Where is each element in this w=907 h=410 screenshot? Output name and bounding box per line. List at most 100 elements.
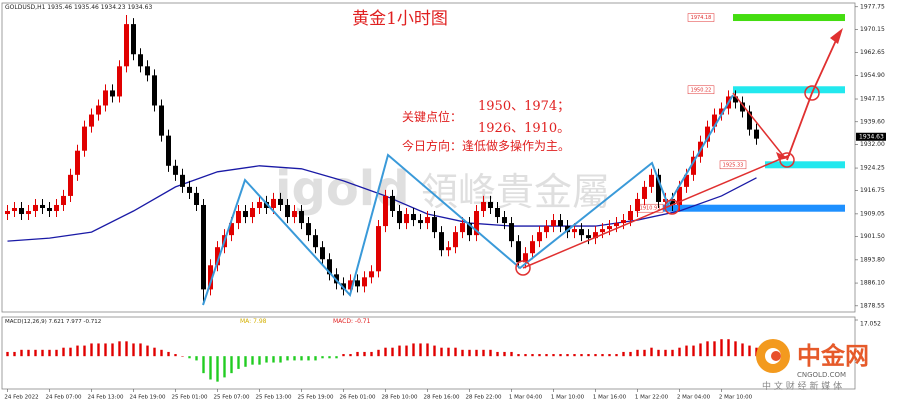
macd-bar [734,341,737,357]
y-tick-label: 1878.55 [860,302,885,309]
candle-body [649,174,654,187]
candle-body [278,198,283,205]
candle-body [733,96,738,103]
y-tick-label: 1901.50 [860,233,885,240]
y-tick-label: 1932.00 [860,141,885,148]
macd-bar [223,356,226,378]
level-band [652,204,845,212]
main-frame [1,2,856,313]
candle-body [341,283,346,290]
macd-bar [384,347,387,357]
candle-body [33,204,38,212]
macd-bar [503,351,506,357]
logo-name: 中金网 [797,341,869,370]
candle-body [26,211,31,215]
x-tick-label: 28 Feb 16:00 [423,395,460,401]
macd-bar [454,347,457,357]
logo-site: CNGOLD.COM [797,371,846,379]
macd-bar [118,341,121,357]
macd-bar [279,356,282,363]
candle-body [362,277,367,287]
macd-bar [377,349,380,357]
candle-body [642,186,647,199]
analyst-drawing [202,28,843,306]
macd-bar [335,356,338,359]
candle-body [166,135,171,166]
candle-body [320,247,325,260]
macd-bar [699,343,702,357]
macd-bar [573,354,576,357]
x-tick-label: 28 Feb 22:00 [465,395,502,401]
candle-body [327,259,332,275]
candle-body [159,105,164,136]
macd-bar [461,349,464,357]
macd-bar [195,356,198,361]
macd-bar [440,347,443,357]
macd-value-label: MACD: -0.71 [333,318,371,325]
candle-body [495,207,500,218]
candle-body [537,232,542,242]
macd-bar [580,354,583,357]
x-tick-label: 24 Feb 13:00 [87,395,124,401]
candle-body [432,217,437,233]
candle-body [754,129,759,139]
macd-bar [510,351,513,357]
macd-bar [713,341,716,357]
trend-line [522,154,791,269]
candle-body [453,232,458,248]
candle-body [712,114,717,127]
last-price-label: 1934.63 [859,133,884,140]
candle-body [579,229,584,236]
candle-body [194,192,199,205]
macd-bar [328,356,331,359]
x-tick-label: 24 Feb 2022 [4,395,38,401]
candle-body [481,201,486,212]
candle-body [152,75,157,106]
candle-body [40,204,45,208]
last-price-box [856,132,886,141]
macd-bar [125,341,128,357]
candle-body [656,174,661,202]
candle-body [397,211,402,224]
macd-bar [111,343,114,357]
macd-bar [622,351,625,357]
chart-title: 黄金1小时图 [352,9,448,29]
level-label-box [687,85,715,95]
macd-bar [566,354,569,357]
macd-bar [62,347,65,357]
x-tick-label: 1 Mar 04:00 [509,395,543,401]
candle-body [411,214,416,221]
macd-bar [6,351,9,357]
marker-circle [664,199,680,215]
macd-bar [286,356,289,361]
macd-bar [727,339,730,357]
watermark-text: 領峰貴金屬 [420,170,610,214]
arrow-head [776,152,789,160]
candle-body [460,223,465,233]
macd-bar [426,343,429,357]
candle-body [467,223,472,236]
y-tick-label: 1893.80 [860,256,885,263]
macd-bar [419,343,422,357]
candle-body [474,211,479,236]
candle-body [117,66,122,97]
candle-body [705,126,710,142]
candle-body [677,186,682,205]
candle-body [425,217,430,224]
candle-body [551,220,556,227]
macd-bar [650,347,653,357]
candle-body [271,198,276,208]
x-tick-label: 25 Feb 19:00 [297,395,334,401]
macd-bar [720,339,723,357]
candle-body [215,247,220,266]
macd-bar [209,356,212,380]
x-tick-label: 25 Feb 13:00 [255,395,292,401]
watermark: igold 領峰貴金屬 [275,161,610,217]
candle-body [348,280,353,290]
y-tick-label: 1977.75 [860,3,885,10]
macd-bar [307,356,310,361]
candle-body [257,201,262,208]
candle-body [628,211,633,221]
macd-bar [188,356,191,359]
